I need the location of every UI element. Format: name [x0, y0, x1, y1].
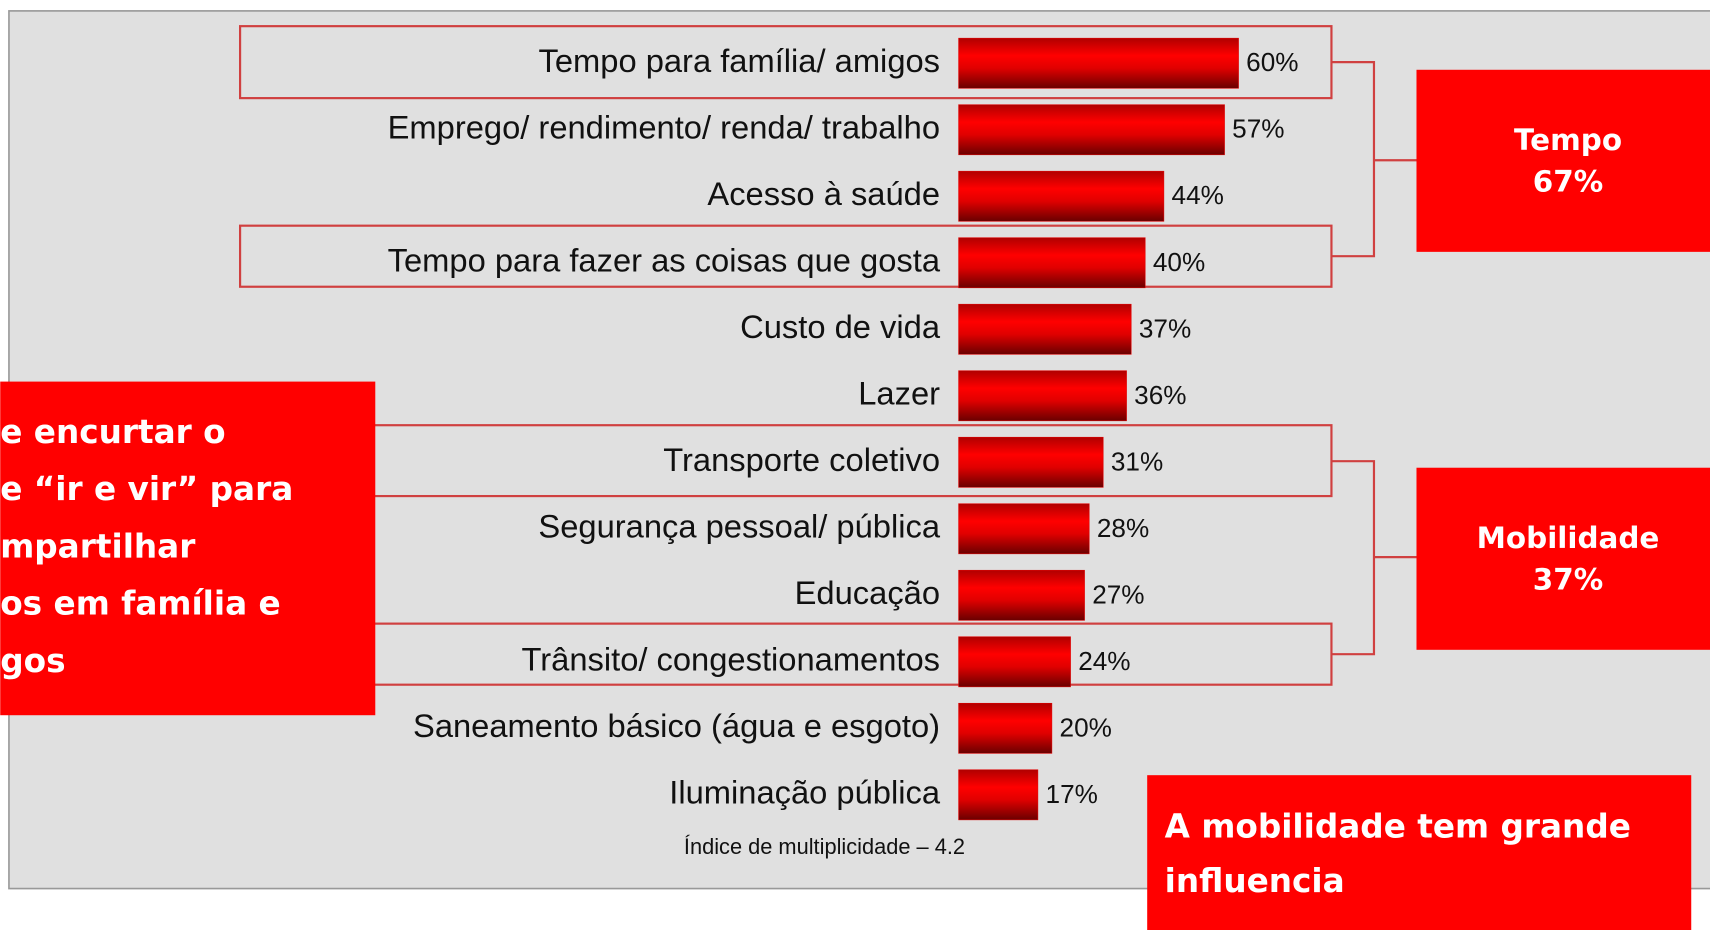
group-box [1416, 467, 1710, 650]
bottom-callout-box [1147, 775, 1692, 930]
bar [958, 170, 1165, 222]
category-label: Segurança pessoal/ pública [538, 507, 940, 544]
group-title: Mobilidade [1477, 521, 1660, 555]
highlight-boxes [238, 25, 1418, 686]
value-label: 37% [1139, 313, 1191, 343]
bars: Tempo para família/ amigos 60% Emprego/ re… [388, 37, 1299, 821]
group-box [1416, 69, 1710, 252]
bar [958, 303, 1132, 355]
category-label: Custo de vida [740, 308, 941, 345]
category-label: Tempo para família/ amigos [539, 42, 941, 79]
group-value: 67% [1533, 165, 1603, 199]
category-label: Educação [795, 574, 940, 611]
callout-text: gos [0, 642, 65, 680]
bar [958, 569, 1085, 621]
callout-text: mpartilhar [0, 527, 196, 565]
bar [958, 37, 1239, 89]
value-label: 20% [1060, 712, 1112, 742]
value-label: 24% [1078, 646, 1130, 676]
category-label: Lazer [858, 374, 940, 411]
value-label: 57% [1232, 114, 1284, 144]
value-label: 31% [1111, 446, 1163, 476]
callout-text: A mobilidade tem grande [1165, 808, 1631, 846]
category-label: Saneamento básico (água e esgoto) [413, 707, 940, 744]
category-label: Trânsito/ congestionamentos [522, 640, 941, 677]
callout-text: os em família e [0, 585, 280, 623]
value-label: 36% [1134, 380, 1186, 410]
category-label: Emprego/ rendimento/ renda/ trabalho [388, 108, 940, 145]
left-callout-box [0, 381, 376, 716]
callout-text: e “ir e vir” para [0, 470, 293, 508]
group-value: 37% [1533, 563, 1603, 597]
callouts: e encurtar o e “ir e vir” para mpartilhar o… [0, 413, 1631, 900]
bar [958, 237, 1146, 289]
bar [958, 702, 1053, 754]
value-label: 27% [1092, 579, 1144, 609]
bar [958, 370, 1127, 422]
category-label: Transporte coletivo [663, 441, 940, 478]
value-label: 40% [1153, 247, 1205, 277]
bar [958, 636, 1071, 688]
category-label: Iluminação pública [669, 773, 941, 810]
bar [958, 503, 1090, 555]
group-title: Tempo [1514, 123, 1622, 157]
bar [958, 436, 1104, 488]
callout-text: influencia [1165, 862, 1345, 900]
bar [958, 769, 1039, 821]
callout-text: e encurtar o [0, 413, 225, 451]
bar [958, 104, 1225, 156]
category-label: Tempo para fazer as coisas que gosta [388, 241, 941, 278]
value-label: 28% [1097, 513, 1149, 543]
value-label: 60% [1246, 47, 1298, 77]
value-label: 44% [1172, 180, 1224, 210]
category-label: Acesso à saúde [707, 175, 940, 212]
value-label: 17% [1046, 779, 1098, 809]
footnote: Índice de multiplicidade – 4.2 [684, 834, 965, 859]
